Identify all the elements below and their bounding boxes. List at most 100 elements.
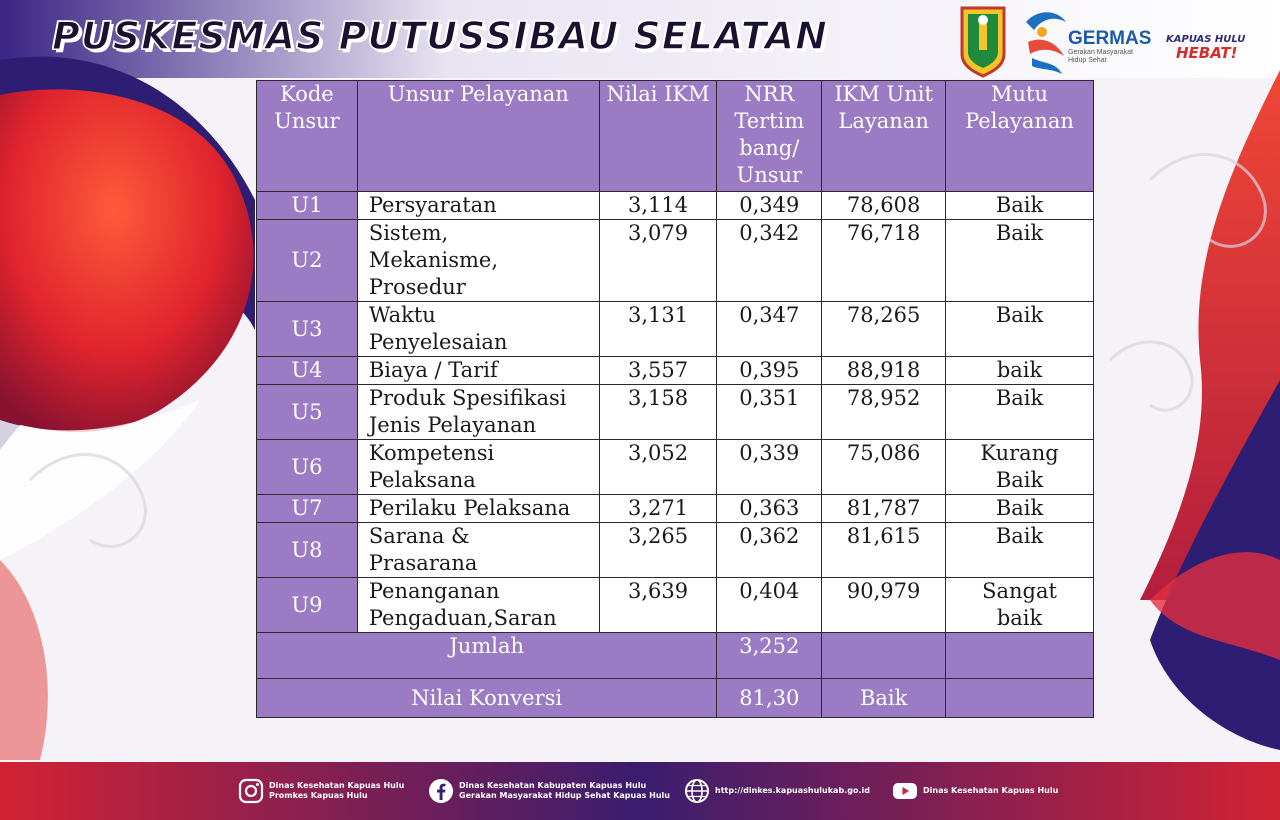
instagram-line2: Promkes Kapuas Hulu bbox=[269, 791, 368, 800]
youtube-icon bbox=[893, 783, 917, 799]
germas-logo-icon: GERMAS Gerakan Masyarakat Hidup Sehat bbox=[1026, 12, 1151, 74]
row-nilai: 3,131 bbox=[598, 301, 718, 357]
row-code: U5 bbox=[256, 384, 358, 440]
row-unsur: Penanganan Pengaduan,Saran bbox=[356, 577, 600, 633]
table-row: U3 Waktu Penyelesaian 3,131 0,347 78,265… bbox=[256, 301, 1094, 357]
svg-text:Hidup Sehat: Hidup Sehat bbox=[1068, 57, 1107, 64]
konversi-row: Nilai Konversi 81,30 Baik bbox=[255, 678, 1094, 718]
row-unsur: Produk Spesifikasi Jenis Pelayanan bbox=[356, 384, 600, 440]
row-mutu: Kurang Baik bbox=[945, 439, 1094, 495]
website-url: http://dinkes.kapuashulukab.go.id bbox=[715, 786, 870, 795]
footer-website[interactable]: http://dinkes.kapuashulukab.go.id bbox=[684, 776, 870, 806]
row-nrr: 0,351 bbox=[716, 384, 823, 440]
header-nrr: NRR Tertim bang/ Unsur bbox=[716, 80, 823, 192]
row-unsur: Perilaku Pelaksana bbox=[356, 494, 600, 523]
row-nrr: 0,342 bbox=[716, 219, 823, 302]
row-mutu: Baik bbox=[945, 522, 1094, 578]
row-mutu: Baik bbox=[945, 384, 1094, 440]
row-nilai: 3,114 bbox=[598, 191, 718, 220]
partner-logos: GERMAS Gerakan Masyarakat Hidup Sehat KA… bbox=[960, 6, 1245, 78]
jumlah-label: Jumlah bbox=[255, 632, 718, 679]
row-mutu: Baik bbox=[945, 494, 1094, 523]
svg-text:HEBAT!: HEBAT! bbox=[1176, 44, 1237, 62]
row-code: U9 bbox=[256, 577, 358, 633]
footer-bar bbox=[0, 762, 1280, 820]
konversi-empty-cell bbox=[945, 678, 1094, 718]
page-title: PUSKESMAS PUTUSSIBAU SELATAN bbox=[51, 13, 828, 59]
table-row: U1 Persyaratan 3,114 0,349 78,608 Baik bbox=[256, 191, 1094, 220]
row-ikm: 78,265 bbox=[821, 301, 947, 357]
row-nilai: 3,265 bbox=[598, 522, 718, 578]
row-mutu: Baik bbox=[945, 219, 1094, 302]
row-unsur: Persyaratan bbox=[356, 191, 600, 220]
row-nrr: 0,347 bbox=[716, 301, 823, 357]
row-unsur: Sarana & Prasarana bbox=[356, 522, 600, 578]
footer-youtube[interactable]: Dinas Kesehatan Kapuas Hulu bbox=[892, 776, 1058, 806]
header-unsur-pelayanan: Unsur Pelayanan bbox=[356, 80, 600, 192]
footer-facebook[interactable]: Dinas Kesehatan Kabupaten Kapuas Hulu Ge… bbox=[428, 776, 670, 806]
row-unsur: Kompetensi Pelaksana bbox=[356, 439, 600, 495]
table-row: U5 Produk Spesifikasi Jenis Pelayanan 3,… bbox=[256, 384, 1094, 440]
row-unsur: Sistem, Mekanisme, Prosedur bbox=[356, 219, 600, 302]
row-nrr: 0,395 bbox=[716, 356, 823, 385]
facebook-icon bbox=[429, 779, 453, 803]
row-code: U3 bbox=[256, 301, 358, 357]
kapuas-hulu-hebat-slogan: KAPUAS HULU HEBAT! bbox=[1166, 34, 1245, 62]
row-nilai: 3,079 bbox=[598, 219, 718, 302]
row-mutu: Sangat baik bbox=[945, 577, 1094, 633]
table-row: U4 Biaya / Tarif 3,557 0,395 88,918 baik bbox=[256, 356, 1094, 385]
row-nrr: 0,363 bbox=[716, 494, 823, 523]
table-row: U9 Penanganan Pengaduan,Saran 3,639 0,40… bbox=[256, 577, 1094, 633]
row-mutu: Baik bbox=[945, 191, 1094, 220]
row-nrr: 0,362 bbox=[716, 522, 823, 578]
row-ikm: 76,718 bbox=[821, 219, 947, 302]
konversi-mutu: Baik bbox=[821, 678, 947, 718]
row-ikm: 78,952 bbox=[821, 384, 947, 440]
header-nilai-ikm: Nilai IKM bbox=[598, 80, 718, 192]
svg-text:Gerakan Masyarakat: Gerakan Masyarakat bbox=[1068, 49, 1133, 56]
row-code: U1 bbox=[256, 191, 358, 220]
table-row: U2 Sistem, Mekanisme, Prosedur 3,079 0,3… bbox=[256, 219, 1094, 302]
row-code: U6 bbox=[256, 439, 358, 495]
globe-icon bbox=[685, 779, 709, 803]
footer-instagram[interactable]: Dinas Kesehatan Kapuas Hulu Promkes Kapu… bbox=[238, 776, 404, 806]
table-header-row: Kode Unsur Unsur Pelayanan Nilai IKM NRR… bbox=[256, 80, 1094, 192]
regency-emblem-icon bbox=[960, 6, 1006, 78]
row-mutu: Baik bbox=[945, 301, 1094, 357]
konversi-value: 81,30 bbox=[716, 678, 823, 718]
row-ikm: 78,608 bbox=[821, 191, 947, 220]
row-nilai: 3,639 bbox=[598, 577, 718, 633]
svg-text:KAPUAS HULU: KAPUAS HULU bbox=[1166, 34, 1245, 45]
konversi-label: Nilai Konversi bbox=[255, 678, 718, 718]
row-code: U8 bbox=[256, 522, 358, 578]
row-code: U7 bbox=[256, 494, 358, 523]
row-ikm: 75,086 bbox=[821, 439, 947, 495]
row-nilai: 3,557 bbox=[598, 356, 718, 385]
row-nilai: 3,158 bbox=[598, 384, 718, 440]
instagram-line1: Dinas Kesehatan Kapuas Hulu bbox=[269, 781, 405, 790]
row-nilai: 3,271 bbox=[598, 494, 718, 523]
jumlah-row: Jumlah 3,252 bbox=[255, 632, 1094, 679]
table-row: U8 Sarana & Prasarana 3,265 0,362 81,615… bbox=[256, 522, 1094, 578]
row-code: U4 bbox=[256, 356, 358, 385]
row-ikm: 90,979 bbox=[821, 577, 947, 633]
jumlah-empty-cell bbox=[945, 632, 1094, 679]
table-row: U7 Perilaku Pelaksana 3,271 0,363 81,787… bbox=[256, 494, 1094, 523]
header-kode-unsur: Kode Unsur bbox=[256, 80, 358, 192]
row-unsur: Waktu Penyelesaian bbox=[356, 301, 600, 357]
row-ikm: 88,918 bbox=[821, 356, 947, 385]
jumlah-empty-cell bbox=[821, 632, 947, 679]
row-nilai: 3,052 bbox=[598, 439, 718, 495]
row-nrr: 0,349 bbox=[716, 191, 823, 220]
row-mutu: baik bbox=[945, 356, 1094, 385]
row-unsur: Biaya / Tarif bbox=[356, 356, 600, 385]
facebook-line1: Dinas Kesehatan Kabupaten Kapuas Hulu bbox=[459, 781, 647, 790]
row-ikm: 81,615 bbox=[821, 522, 947, 578]
ikm-table: Kode Unsur Unsur Pelayanan Nilai IKM NRR… bbox=[255, 80, 1094, 718]
row-nrr: 0,404 bbox=[716, 577, 823, 633]
jumlah-value: 3,252 bbox=[716, 632, 823, 679]
header-ikm-unit: IKM Unit Layanan bbox=[821, 80, 947, 192]
instagram-icon bbox=[238, 778, 264, 804]
table-row: U6 Kompetensi Pelaksana 3,052 0,339 75,0… bbox=[256, 439, 1094, 495]
youtube-channel: Dinas Kesehatan Kapuas Hulu bbox=[923, 786, 1059, 795]
